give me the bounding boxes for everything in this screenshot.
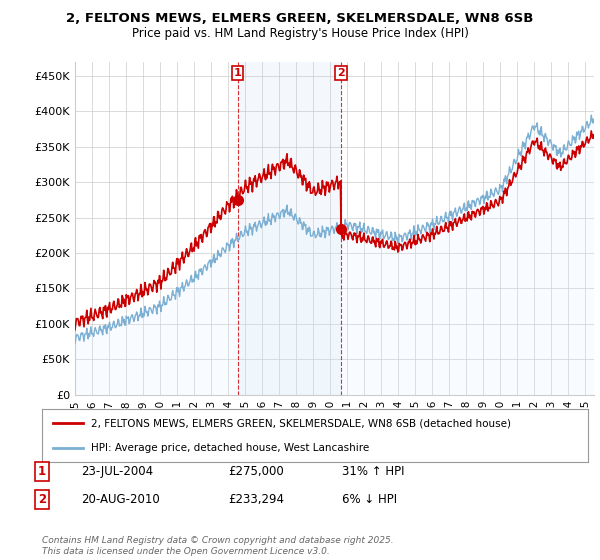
Text: £233,294: £233,294 xyxy=(228,493,284,506)
Text: 23-JUL-2004: 23-JUL-2004 xyxy=(81,465,153,478)
Text: 1: 1 xyxy=(233,68,241,78)
Text: 2: 2 xyxy=(337,68,345,78)
Text: Contains HM Land Registry data © Crown copyright and database right 2025.
This d: Contains HM Land Registry data © Crown c… xyxy=(42,536,394,556)
Text: £275,000: £275,000 xyxy=(228,465,284,478)
Text: 20-AUG-2010: 20-AUG-2010 xyxy=(81,493,160,506)
Text: Price paid vs. HM Land Registry's House Price Index (HPI): Price paid vs. HM Land Registry's House … xyxy=(131,27,469,40)
Text: 31% ↑ HPI: 31% ↑ HPI xyxy=(342,465,404,478)
Text: 1: 1 xyxy=(38,465,46,478)
Text: 2, FELTONS MEWS, ELMERS GREEN, SKELMERSDALE, WN8 6SB: 2, FELTONS MEWS, ELMERS GREEN, SKELMERSD… xyxy=(67,12,533,25)
Text: 2: 2 xyxy=(38,493,46,506)
Text: 6% ↓ HPI: 6% ↓ HPI xyxy=(342,493,397,506)
Text: 2, FELTONS MEWS, ELMERS GREEN, SKELMERSDALE, WN8 6SB (detached house): 2, FELTONS MEWS, ELMERS GREEN, SKELMERSD… xyxy=(91,418,511,428)
Text: HPI: Average price, detached house, West Lancashire: HPI: Average price, detached house, West… xyxy=(91,442,370,452)
